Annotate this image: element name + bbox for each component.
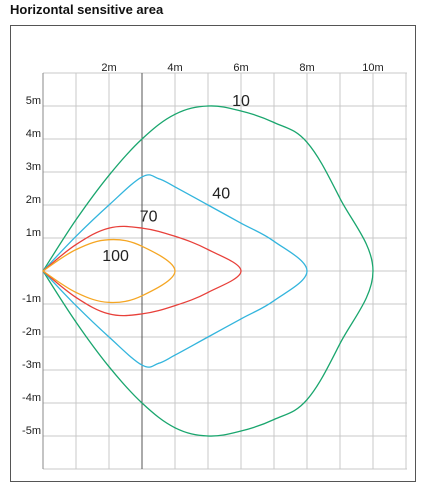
data-point <box>108 301 110 303</box>
data-point <box>174 305 176 307</box>
data-point <box>174 354 176 356</box>
data-point <box>306 141 308 143</box>
data-point <box>75 248 77 251</box>
data-point <box>108 174 110 176</box>
series-label-100: 100 <box>102 248 129 265</box>
data-point <box>240 110 242 112</box>
data-point <box>108 336 110 338</box>
data-point <box>157 178 160 180</box>
data-point <box>42 270 44 272</box>
data-point <box>108 366 110 368</box>
y-tick-label: -5m <box>22 425 41 437</box>
chart-frame <box>10 25 416 482</box>
data-point <box>273 418 275 421</box>
series-label-40: 40 <box>212 185 230 202</box>
data-point <box>174 186 176 188</box>
y-tick-label: 1m <box>26 227 41 239</box>
data-point <box>108 313 110 315</box>
data-point <box>141 295 143 297</box>
data-point <box>75 291 77 294</box>
data-point <box>240 222 242 224</box>
x-tick-label: 10m <box>362 62 383 74</box>
data-point <box>141 364 143 366</box>
data-point <box>174 235 176 237</box>
data-point <box>174 270 176 272</box>
data-point <box>157 362 160 364</box>
data-point <box>141 313 143 315</box>
data-point <box>141 245 143 247</box>
x-tick-label: 6m <box>233 62 248 74</box>
data-point <box>141 138 143 140</box>
x-tick-label: 4m <box>167 62 182 74</box>
data-point <box>240 318 242 320</box>
x-tick-label: 8m <box>299 62 314 74</box>
data-point <box>339 197 341 199</box>
data-point <box>240 430 242 432</box>
chart-title: Horizontal sensitive area <box>10 2 164 17</box>
data-point <box>108 239 110 241</box>
data-point <box>75 244 77 246</box>
tick-labels: 2m 4m 6m 8m 10m 5m 4m 3m 2m 1m -1m -2m -3m -4m -5m 10 40… <box>22 62 384 437</box>
data-point <box>207 336 209 338</box>
data-point <box>75 219 77 221</box>
data-point <box>273 121 275 124</box>
data-point <box>207 291 209 294</box>
series-label-70: 70 <box>140 209 158 226</box>
series-label-10: 10 <box>232 93 250 110</box>
data-point <box>75 235 77 237</box>
data-point <box>207 248 209 251</box>
data-point <box>108 227 110 229</box>
data-point <box>339 343 341 345</box>
x-tick-label: 2m <box>101 62 116 74</box>
series-curves <box>42 105 374 437</box>
y-tick-label: -4m <box>22 392 41 404</box>
data-point <box>240 270 242 272</box>
data-point <box>273 240 275 242</box>
data-point <box>141 402 143 404</box>
data-point <box>372 270 374 272</box>
data-point <box>306 399 308 401</box>
data-point <box>75 321 77 323</box>
grid-lines <box>42 72 407 470</box>
data-point <box>273 300 275 302</box>
y-tick-label: 2m <box>26 194 41 206</box>
data-point <box>207 204 209 206</box>
y-tick-label: 5m <box>26 95 41 107</box>
y-tick-label: -1m <box>22 293 41 305</box>
y-tick-label: 4m <box>26 128 41 140</box>
data-point <box>141 176 143 178</box>
y-tick-label: -3m <box>22 359 41 371</box>
data-point <box>306 270 308 272</box>
data-point <box>207 435 209 437</box>
y-tick-label: -2m <box>22 326 41 338</box>
data-point <box>141 227 143 229</box>
data-point <box>207 105 209 107</box>
data-point <box>75 296 77 298</box>
y-tick-label: 3m <box>26 161 41 173</box>
data-point <box>174 113 176 115</box>
data-point <box>75 305 77 307</box>
data-point <box>174 427 176 429</box>
data-point <box>108 204 110 206</box>
